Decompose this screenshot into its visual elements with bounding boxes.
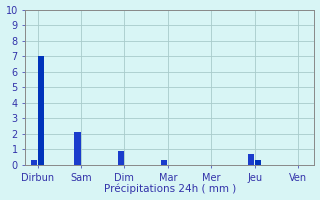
Bar: [31, 160, 37, 165]
Bar: [248, 154, 254, 165]
X-axis label: Précipitations 24h ( mm ): Précipitations 24h ( mm ): [104, 184, 236, 194]
Bar: [75, 132, 81, 165]
Bar: [255, 160, 261, 165]
Bar: [161, 160, 167, 165]
Bar: [38, 56, 44, 165]
Bar: [118, 151, 124, 165]
